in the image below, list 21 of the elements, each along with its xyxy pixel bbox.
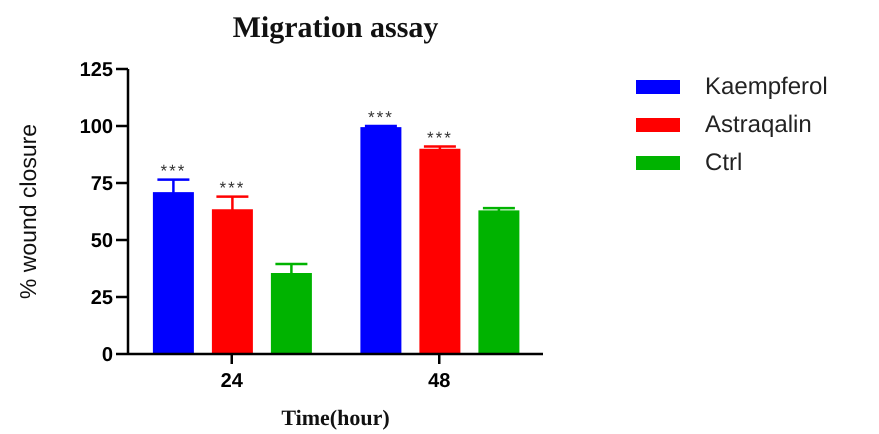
x-tick-label: 24: [220, 370, 244, 392]
y-tick-label: 125: [80, 59, 113, 82]
y-axis-title: % wound closure: [15, 124, 41, 300]
data-label: ***: [160, 162, 186, 181]
legend-label: Ctrl: [705, 149, 742, 177]
bar: [478, 210, 520, 354]
bar: [360, 127, 402, 354]
chart-title: Migration assay: [232, 11, 440, 45]
legend-label: Astraqalin: [705, 111, 812, 139]
y-tick-label: 25: [90, 287, 113, 310]
x-tick-label: 48: [428, 370, 450, 392]
data-label: ***: [219, 178, 246, 198]
y-tick-label: 100: [80, 116, 113, 138]
x-axis-title: Time(hour): [281, 405, 390, 430]
y-tick-label: 50: [90, 230, 113, 252]
y-tick-label: 0: [102, 344, 113, 366]
data-label: ***: [368, 108, 394, 127]
data-label: ***: [426, 128, 453, 148]
y-tick-label: 75: [90, 173, 113, 196]
bar: [419, 148, 460, 354]
legend-label: Kaempferol: [705, 73, 828, 101]
